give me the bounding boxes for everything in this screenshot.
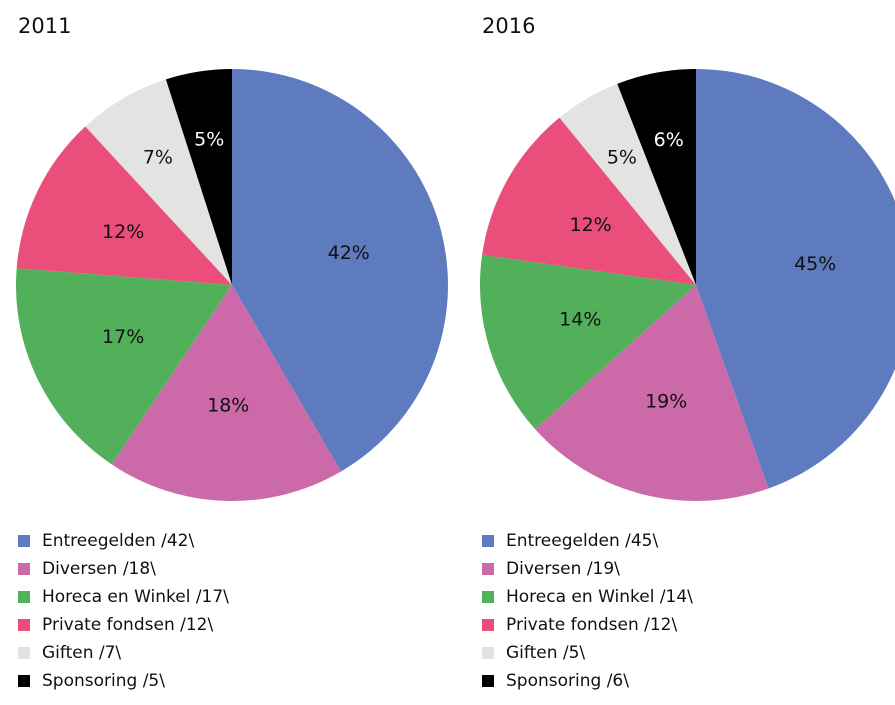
legend-label: Private fondsen /12\ [42, 615, 213, 635]
legend-label: Horeca en Winkel /14\ [506, 587, 693, 607]
legend-label: Entreegelden /45\ [506, 531, 658, 551]
pie-slice [16, 126, 233, 285]
pie-slice [535, 285, 769, 501]
legend-swatch [18, 619, 30, 631]
pie-slice [165, 69, 232, 285]
chart-title: 2011 [18, 14, 71, 38]
legend-swatch [18, 563, 30, 575]
legend-label: Diversen /18\ [42, 559, 156, 579]
legend-swatch [18, 647, 30, 659]
legend-swatch [18, 675, 30, 687]
slice-label: 42% [328, 242, 370, 264]
legend-label: Giften /7\ [42, 643, 121, 663]
pie-slice [482, 117, 696, 286]
legend-label: Entreegelden /42\ [42, 531, 194, 551]
slice-label: 5% [194, 128, 224, 150]
slice-label: 45% [794, 253, 836, 275]
slice-label: 5% [607, 147, 637, 169]
pie-slice [85, 79, 232, 285]
slice-label: 14% [559, 309, 601, 331]
pie-slice [617, 69, 696, 285]
legend-swatch [482, 591, 494, 603]
slice-label: 6% [654, 129, 684, 151]
legend-label: Sponsoring /6\ [506, 671, 629, 691]
legend-swatch [482, 647, 494, 659]
legend-label: Private fondsen /12\ [506, 615, 677, 635]
legend-label: Horeca en Winkel /17\ [42, 587, 229, 607]
legend-swatch [482, 619, 494, 631]
legend-label: Diversen /19\ [506, 559, 620, 579]
pie-slice [559, 83, 696, 285]
slice-label: 18% [207, 394, 249, 416]
legend-swatch [482, 563, 494, 575]
chart-title: 2016 [482, 14, 535, 38]
slice-label: 12% [102, 221, 144, 243]
legend-swatch [482, 535, 494, 547]
slice-label: 12% [570, 214, 612, 236]
pie-slice [111, 285, 341, 501]
legend-label: Sponsoring /5\ [42, 671, 165, 691]
slice-label: 19% [645, 391, 687, 413]
pie-slice [15, 268, 232, 465]
slice-label: 17% [102, 326, 144, 348]
pie-slice [696, 69, 895, 489]
slice-label: 7% [143, 147, 173, 169]
legend-swatch [18, 591, 30, 603]
legend-label: Giften /5\ [506, 643, 585, 663]
legend-swatch [18, 535, 30, 547]
pie-slice [480, 254, 696, 430]
pie-slice [232, 69, 448, 472]
legend-swatch [482, 675, 494, 687]
